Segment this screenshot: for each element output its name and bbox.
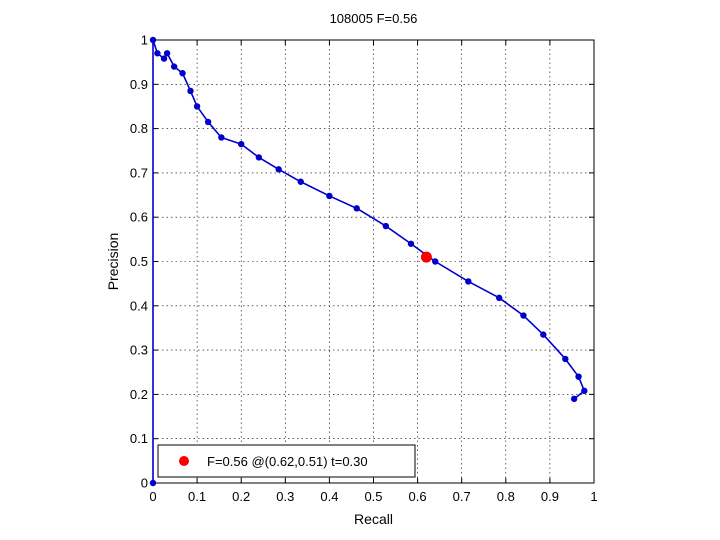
y-tick-label: 0.9 — [130, 77, 148, 92]
y-tick-label: 0.8 — [130, 121, 148, 136]
data-point — [204, 118, 212, 126]
data-point — [179, 70, 186, 77]
data-point — [163, 50, 171, 57]
data-point — [432, 258, 439, 265]
x-tick-label: 0 — [149, 489, 156, 504]
legend: F=0.56 @(0.62,0.51) t=0.30 — [157, 444, 416, 478]
data-point — [520, 312, 527, 319]
series-layer — [149, 36, 588, 487]
y-tick-label: 0 — [141, 476, 148, 491]
legend-label: F=0.56 @(0.62,0.51) t=0.30 — [207, 454, 368, 469]
x-tick-label: 0.4 — [320, 489, 338, 504]
data-point — [575, 373, 582, 380]
x-tick-label: 0.8 — [497, 489, 515, 504]
best-point-layer — [420, 251, 432, 263]
x-tick-label: 0.1 — [188, 489, 206, 504]
data-point — [255, 154, 263, 161]
data-point — [193, 103, 201, 110]
data-point — [238, 140, 245, 148]
x-tick-label: 0.2 — [232, 489, 250, 504]
x-tick-label: 1 — [590, 489, 597, 504]
legend-marker — [179, 456, 189, 466]
axis-ticks: 0 0.1 0.2 0.3 0.4 0.5 0.6 0.7 0.8 0.9 1 0 0.1 0.2 0.3 0… — [130, 33, 598, 505]
data-point — [170, 63, 178, 70]
y-tick-label: 0.4 — [130, 298, 148, 313]
x-axis-label: Recall — [354, 511, 393, 527]
data-point — [407, 240, 415, 247]
x-tick-label: 0.3 — [276, 489, 294, 504]
x-tick-label: 0.9 — [541, 489, 559, 504]
data-point — [297, 178, 304, 185]
x-tick-label: 0.7 — [453, 489, 471, 504]
data-point — [218, 134, 225, 141]
x-tick-label: 0.6 — [409, 489, 427, 504]
data-point — [353, 205, 360, 212]
data-point — [562, 355, 569, 363]
y-tick-label: 0.1 — [130, 431, 148, 446]
y-tick-label: 0.3 — [130, 343, 148, 358]
y-tick-label: 0.6 — [130, 210, 148, 225]
y-tick-label: 0.2 — [130, 387, 148, 402]
data-point — [465, 278, 472, 285]
best-f-point — [420, 251, 432, 263]
data-point — [581, 387, 588, 395]
grid-lines — [153, 40, 594, 483]
x-tick-label: 0.5 — [364, 489, 382, 504]
chart-title: 108005 F=0.56 — [330, 11, 418, 26]
data-point — [154, 50, 161, 57]
y-tick-label: 0.7 — [130, 165, 148, 180]
data-point — [149, 479, 157, 487]
data-point — [149, 36, 157, 44]
data-point — [160, 55, 168, 62]
y-tick-label: 0.5 — [130, 254, 148, 269]
data-point — [570, 395, 578, 403]
data-point — [382, 222, 390, 230]
data-point — [540, 331, 547, 338]
y-tick-label: 1 — [141, 33, 148, 48]
data-point — [495, 294, 503, 302]
data-point — [275, 166, 282, 173]
series-line — [152, 39, 586, 483]
y-axis-label: Precision — [105, 233, 121, 291]
data-point — [187, 87, 194, 95]
data-point — [326, 192, 333, 200]
legend-box — [157, 444, 416, 478]
